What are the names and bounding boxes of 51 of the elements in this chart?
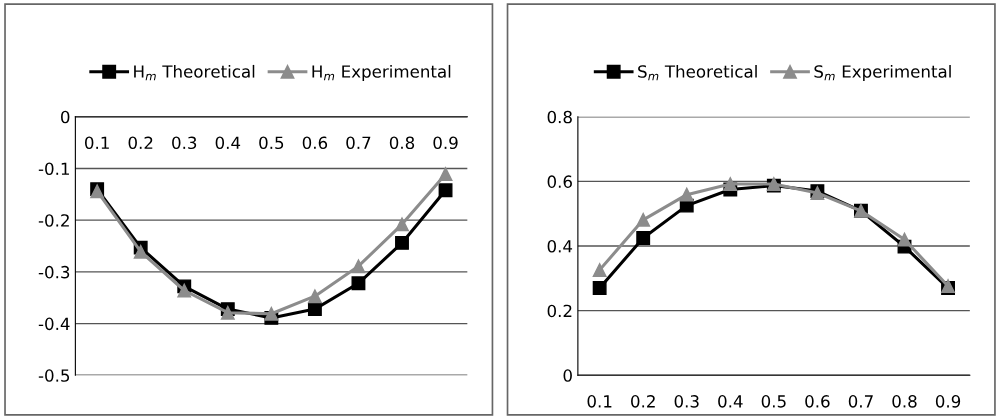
y-tick-label: -0.2 bbox=[38, 214, 69, 227]
y-tick-label: 0.6 bbox=[547, 175, 572, 188]
point bbox=[307, 289, 322, 304]
point bbox=[307, 302, 322, 317]
point bbox=[679, 187, 694, 202]
point bbox=[351, 276, 366, 291]
x-tick-label: 0.8 bbox=[892, 395, 917, 408]
y-tick-label: 0.8 bbox=[547, 110, 572, 124]
y-tick-label: -0.3 bbox=[38, 265, 70, 279]
x-tick-label: 0.6 bbox=[805, 395, 830, 408]
y-tick-label: 0.4 bbox=[547, 239, 573, 253]
x-tick-label: 0.5 bbox=[259, 136, 284, 150]
point bbox=[395, 217, 409, 232]
x-tick-label: 0.3 bbox=[172, 136, 197, 150]
x-tick-label: 0.4 bbox=[215, 136, 241, 150]
y-tick-label: 0 bbox=[563, 369, 572, 382]
y-tick-label: -0.4 bbox=[38, 317, 70, 331]
point bbox=[264, 306, 279, 321]
point bbox=[438, 183, 453, 198]
x-tick-label: 0.2 bbox=[128, 136, 153, 150]
point bbox=[395, 235, 409, 250]
x-tick-label: 0.6 bbox=[302, 136, 328, 150]
x-tick-label: 0.7 bbox=[346, 136, 371, 150]
x-tick-label: 0.8 bbox=[389, 136, 415, 150]
point bbox=[592, 262, 607, 277]
x-tick-label: 0.2 bbox=[631, 395, 655, 408]
x-tick-label: 0.1 bbox=[587, 395, 612, 408]
y-tick-label: -0.5 bbox=[38, 369, 70, 382]
y-tick-label: -0.1 bbox=[38, 162, 69, 176]
y-tick-label: 0.2 bbox=[547, 304, 572, 318]
x-tick-label: 0.4 bbox=[718, 395, 743, 408]
point bbox=[177, 283, 192, 298]
point bbox=[723, 177, 738, 191]
x-tick-label: 0.9 bbox=[433, 136, 458, 150]
legend-label: H$_{m}$ Experimental bbox=[312, 64, 451, 82]
y-tick-label: 0 bbox=[61, 110, 70, 124]
x-tick-label: 0.1 bbox=[85, 136, 109, 150]
point bbox=[592, 281, 607, 295]
legend-label: S$_{m}$ Theoretical bbox=[638, 64, 757, 81]
point bbox=[897, 232, 912, 247]
point bbox=[636, 212, 651, 227]
x-tick-label: 0.9 bbox=[935, 395, 961, 408]
x-tick-label: 0.5 bbox=[761, 395, 786, 408]
point bbox=[438, 167, 453, 182]
point bbox=[636, 231, 651, 245]
x-tick-label: 0.7 bbox=[848, 395, 873, 408]
point bbox=[133, 244, 148, 259]
x-tick-label: 0.3 bbox=[674, 395, 699, 408]
point bbox=[351, 259, 366, 274]
legend-label: S$_{m}$ Experimental bbox=[814, 64, 951, 82]
legend-label: H$_{m}$ Theoretical bbox=[134, 64, 255, 81]
